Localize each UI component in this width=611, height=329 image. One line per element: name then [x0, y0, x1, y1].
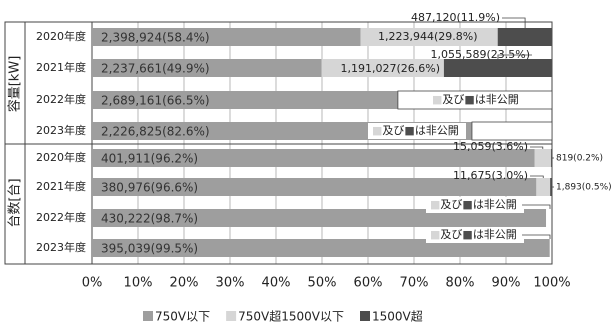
plot-frame: [4, 21, 553, 265]
value-label: 11,675(3.0%): [453, 169, 528, 182]
legend-swatch: [226, 311, 237, 321]
note-part: 及び: [442, 93, 464, 106]
non-public-note: ■及び■は非公開: [432, 93, 519, 106]
value-label: 430,222(98.7%): [101, 212, 198, 226]
value-label: 380,976(96.6%): [101, 181, 198, 195]
legend-label: 1500V超: [372, 309, 423, 324]
legend-label: 750V超1500V以下: [238, 309, 344, 324]
y-tick-label: 2020年度: [36, 150, 86, 164]
note-part: 及び: [440, 228, 462, 241]
legend-label: 750V以下: [155, 310, 210, 324]
label-bg: [344, 61, 442, 77]
bar-segment: [92, 178, 537, 196]
leader-line: [530, 175, 544, 178]
leader-line: [502, 17, 526, 28]
value-label: 395,039(99.5%): [101, 242, 198, 256]
x-tick-label: 100%: [533, 276, 570, 291]
legend-swatch: [360, 311, 370, 321]
x-tick-label: 70%: [400, 276, 429, 291]
leader-line: [522, 204, 551, 209]
bar-segment: [92, 209, 547, 227]
bar-segment: [536, 178, 551, 196]
note-part: ■: [372, 124, 382, 137]
value-label: 2,689,161(66.5%): [101, 94, 210, 108]
leader-line: [497, 54, 532, 59]
y-tick-label: 2022年度: [36, 92, 86, 106]
non-public-area: [471, 121, 553, 141]
value-label: 1,223,944(29.8%): [378, 30, 478, 43]
note-part: ■: [430, 198, 440, 211]
note-part: ■: [404, 124, 414, 137]
value-label: 15,059(3.6%): [453, 140, 528, 153]
x-tick-label: 60%: [354, 276, 383, 291]
note-part: ■: [432, 93, 442, 106]
bar-segment: [551, 149, 552, 167]
x-tick-label: 50%: [308, 276, 337, 291]
x-tick-label: 90%: [492, 276, 521, 291]
note-part: ■: [430, 228, 440, 241]
label-bg: [376, 29, 474, 45]
y-tick-label: 2021年度: [36, 179, 86, 193]
y-tick-label: 2023年度: [36, 123, 86, 137]
non-public-note: ■及び■は非公開: [372, 124, 459, 137]
note-bg: [428, 92, 526, 108]
note-part: ■: [462, 198, 472, 211]
bar-segment: [534, 149, 552, 167]
note-part: ■: [464, 93, 474, 106]
note-part: は非公開: [473, 198, 517, 211]
group-label: 容量[kW]: [7, 56, 23, 113]
bar-segment: [92, 239, 550, 257]
x-tick-label: 30%: [216, 276, 245, 291]
leader-line: [522, 234, 551, 239]
note-part: 及び: [440, 198, 462, 211]
bar-segment: [92, 91, 398, 109]
note-part: は非公開: [415, 124, 459, 137]
bar-segment: [550, 178, 553, 196]
non-public-note: ■及び■は非公開: [430, 198, 517, 211]
x-tick-label: 0%: [82, 276, 103, 291]
non-public-note: ■及び■は非公開: [430, 228, 517, 241]
value-label: 2,237,661(49.9%): [101, 62, 210, 76]
note-bg: [368, 123, 466, 139]
value-label: 1,893(0.5%): [556, 183, 611, 193]
value-label: 1,055,589(23.5%): [430, 48, 530, 61]
value-label: 819(0.2%): [556, 154, 603, 164]
note-part: は非公開: [473, 228, 517, 241]
y-tick-label: 2022年度: [36, 210, 86, 224]
bar-segment: [92, 28, 361, 46]
bar-segment: [92, 149, 535, 167]
group-label: 台数[台]: [8, 178, 23, 227]
value-label: 487,120(11.9%): [411, 11, 500, 24]
x-tick-label: 40%: [262, 276, 291, 291]
x-tick-label: 80%: [446, 276, 475, 291]
bar-segment: [443, 59, 552, 77]
note-part: ■: [462, 228, 472, 241]
x-tick-label: 20%: [170, 276, 199, 291]
note-bg: [426, 227, 524, 243]
legend-swatch: [143, 311, 153, 321]
x-tick-label: 10%: [124, 276, 153, 291]
value-label: 401,911(96.2%): [101, 152, 198, 166]
bar-segment: [497, 28, 553, 46]
y-tick-label: 2021年度: [36, 60, 86, 74]
value-label: 1,191,027(26.6%): [340, 62, 440, 75]
leader-line: [530, 146, 544, 149]
bar-segment: [92, 59, 322, 77]
value-label: 2,398,924(58.4%): [101, 31, 210, 45]
note-part: は非公開: [475, 93, 519, 106]
y-tick-label: 2023年度: [36, 240, 86, 254]
note-part: 及び: [382, 124, 404, 137]
value-label: 2,226,825(82.6%): [101, 125, 210, 139]
y-tick-label: 2020年度: [36, 29, 86, 43]
note-bg: [426, 197, 524, 213]
